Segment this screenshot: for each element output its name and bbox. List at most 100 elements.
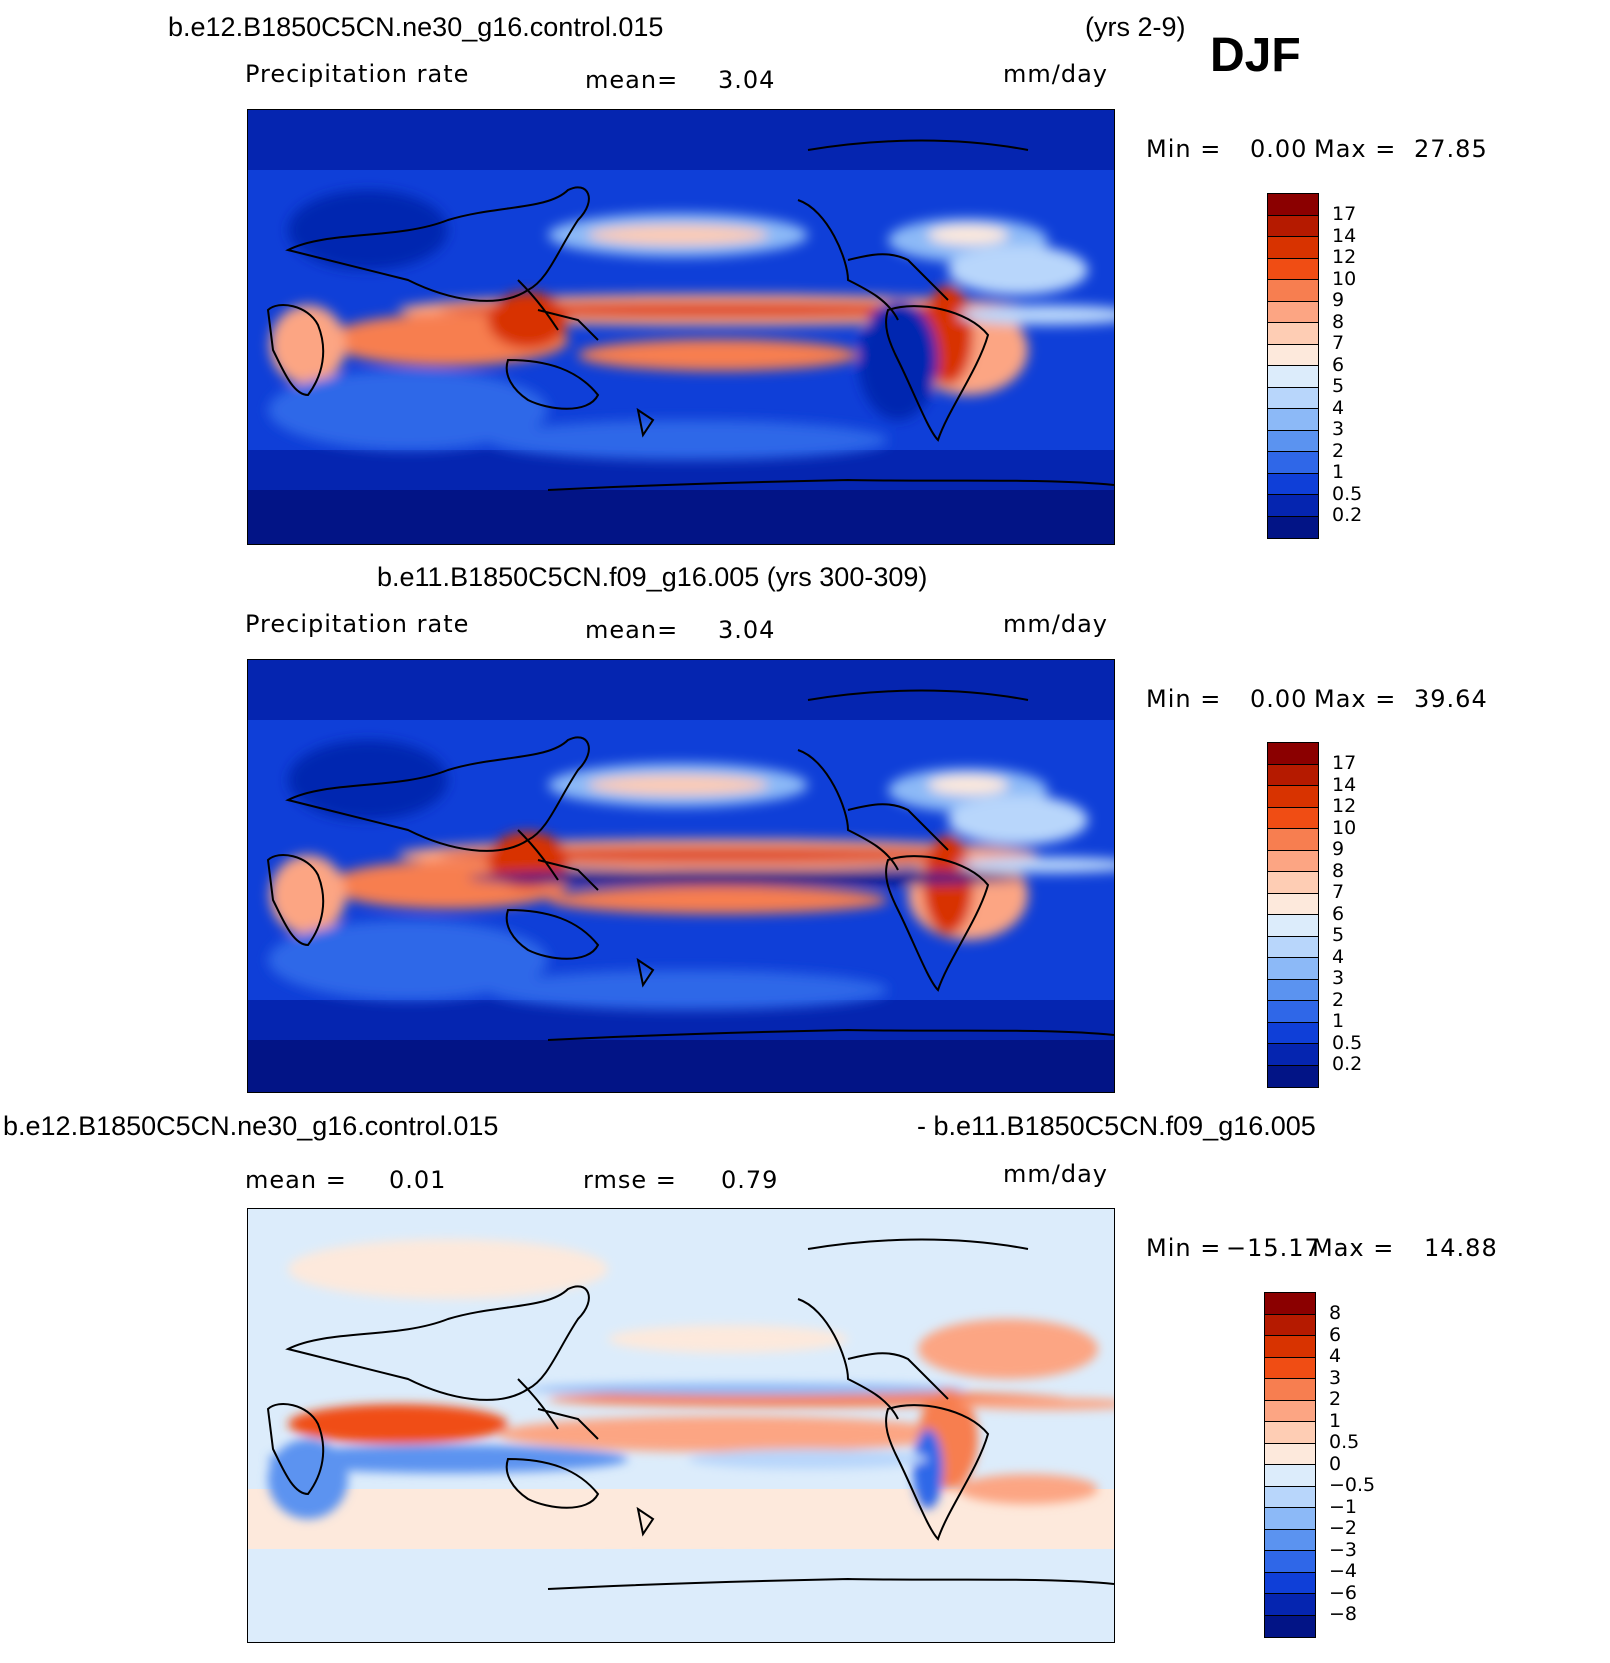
panel1-coastlines <box>266 139 1114 491</box>
panel1-mean-value: 3.04 <box>718 66 776 94</box>
colorbar-swatch <box>1268 280 1318 302</box>
panel1-colorbar <box>1267 193 1319 539</box>
colorbar-swatch <box>1268 1065 1318 1087</box>
colorbar-swatch <box>1268 323 1318 345</box>
colorbar-swatch <box>1268 237 1318 259</box>
panel1-mean-label: mean= <box>585 66 679 94</box>
colorbar-swatch <box>1265 1465 1315 1487</box>
panel2-colorbar <box>1267 742 1319 1088</box>
colorbar-swatch <box>1268 215 1318 237</box>
colorbar-tick-label: −0.5 <box>1329 1474 1376 1496</box>
colorbar-swatch <box>1268 764 1318 786</box>
panel2-mean-value: 3.04 <box>718 616 776 644</box>
colorbar-tick-label: 1 <box>1329 1409 1342 1432</box>
colorbar-tick-label: 0.2 <box>1332 1053 1363 1075</box>
colorbar-swatch <box>1268 872 1318 894</box>
colorbar-tick-label: 0 <box>1329 1452 1342 1475</box>
colorbar-tick-label: −3 <box>1329 1538 1358 1561</box>
panel3-max-label: Max = <box>1312 1234 1395 1262</box>
colorbar-swatch <box>1268 430 1318 452</box>
colorbar-swatch <box>1268 387 1318 409</box>
colorbar-tick-label: 1 <box>1332 461 1345 483</box>
panel3-rmse-label: rmse = <box>583 1166 677 1194</box>
panel2-units: mm/day <box>1003 610 1108 638</box>
colorbar-tick-label: 6 <box>1332 353 1345 376</box>
colorbar-tick-label: 2 <box>1332 988 1345 1011</box>
colorbar-swatch <box>1268 850 1318 872</box>
colorbar-swatch <box>1265 1293 1315 1315</box>
panel2-precip-field <box>248 660 1114 1092</box>
panel2-min-label: Min = <box>1146 685 1222 713</box>
panel2-max-value: 39.64 <box>1414 685 1488 713</box>
panel3-max-value: 14.88 <box>1424 1234 1498 1262</box>
colorbar-swatch <box>1265 1379 1315 1401</box>
colorbar-tick-label: 1 <box>1332 1010 1345 1032</box>
panel2-colorbar-labels: 17 14 12 10 9 8 7 6 5 4 3 2 1 0.5 0.2 <box>1332 752 1363 1076</box>
colorbar-swatch <box>1268 807 1318 829</box>
panel3-min-value: −15.17 <box>1226 1234 1321 1262</box>
panel1-min-label: Min = <box>1146 135 1222 163</box>
colorbar-swatch <box>1265 1314 1315 1336</box>
colorbar-tick-label: 7 <box>1332 332 1345 354</box>
panel2-variable: Precipitation rate <box>245 610 470 638</box>
colorbar-swatch <box>1268 409 1318 431</box>
colorbar-swatch <box>1265 1443 1315 1465</box>
colorbar-tick-label: 17 <box>1332 203 1357 225</box>
colorbar-tick-label: 4 <box>1332 945 1345 968</box>
colorbar-tick-label: −8 <box>1329 1603 1358 1625</box>
colorbar-tick-label: 4 <box>1332 396 1345 419</box>
colorbar-tick-label: 5 <box>1332 924 1345 946</box>
colorbar-swatch <box>1268 301 1318 323</box>
panel3-units: mm/day <box>1003 1160 1108 1188</box>
colorbar-swatch <box>1268 366 1318 388</box>
panel3-colorbar <box>1264 1292 1316 1638</box>
colorbar-swatch <box>1268 194 1318 216</box>
colorbar-swatch <box>1265 1594 1315 1616</box>
colorbar-tick-label: 14 <box>1332 224 1357 247</box>
colorbar-tick-label: 8 <box>1332 859 1345 882</box>
years1-label: (yrs 2-9) <box>1085 12 1186 42</box>
colorbar-tick-label: 0.5 <box>1332 482 1363 505</box>
panel2-map <box>247 659 1115 1093</box>
colorbar-swatch <box>1268 829 1318 851</box>
colorbar-swatch <box>1265 1615 1315 1637</box>
panel1-colorbar-labels: 17 14 12 10 9 8 7 6 5 4 3 2 1 0.5 0.2 <box>1332 203 1363 527</box>
colorbar-tick-label: 8 <box>1332 310 1345 333</box>
panel3-coastlines <box>266 1238 1114 1590</box>
case1-title: b.e12.B1850C5CN.ne30_g16.control.015 <box>168 12 664 42</box>
colorbar-tick-label: 10 <box>1332 267 1357 290</box>
panel3-title-right: - b.e11.B1850C5CN.f09_g16.005 <box>917 1111 1316 1141</box>
panel1-units: mm/day <box>1003 60 1108 88</box>
colorbar-swatch <box>1268 743 1318 765</box>
colorbar-tick-label: 9 <box>1332 289 1345 311</box>
colorbar-tick-label: −4 <box>1329 1560 1358 1582</box>
colorbar-swatch <box>1268 1044 1318 1066</box>
colorbar-tick-label: 2 <box>1329 1388 1342 1410</box>
colorbar-swatch <box>1268 1001 1318 1023</box>
colorbar-tick-label: 7 <box>1332 881 1345 903</box>
panel1-precip-field <box>248 110 1114 544</box>
colorbar-swatch <box>1268 1022 1318 1044</box>
colorbar-swatch <box>1268 516 1318 538</box>
colorbar-swatch <box>1268 473 1318 495</box>
colorbar-swatch <box>1268 495 1318 517</box>
colorbar-swatch <box>1265 1508 1315 1530</box>
panel1-max-value: 27.85 <box>1414 135 1488 163</box>
colorbar-swatch <box>1265 1422 1315 1444</box>
colorbar-swatch <box>1268 893 1318 915</box>
panel3-map-svg <box>248 1209 1114 1642</box>
colorbar-swatch <box>1265 1572 1315 1594</box>
panel1-min-value: 0.00 <box>1250 135 1308 163</box>
colorbar-tick-label: 4 <box>1329 1345 1342 1367</box>
colorbar-swatch <box>1265 1400 1315 1422</box>
panel1-max-label: Max = <box>1314 135 1397 163</box>
panel3-mean-label: mean = <box>245 1166 347 1194</box>
colorbar-tick-label: 6 <box>1332 902 1345 925</box>
colorbar-tick-label: 0.5 <box>1329 1431 1360 1453</box>
panel3-mean-value: 0.01 <box>389 1166 447 1194</box>
panel3-rmse-value: 0.79 <box>721 1166 779 1194</box>
colorbar-tick-label: −6 <box>1329 1581 1358 1604</box>
season-label: DJF <box>1210 29 1301 82</box>
panel1-map <box>247 109 1115 545</box>
colorbar-tick-label: −2 <box>1329 1517 1358 1539</box>
